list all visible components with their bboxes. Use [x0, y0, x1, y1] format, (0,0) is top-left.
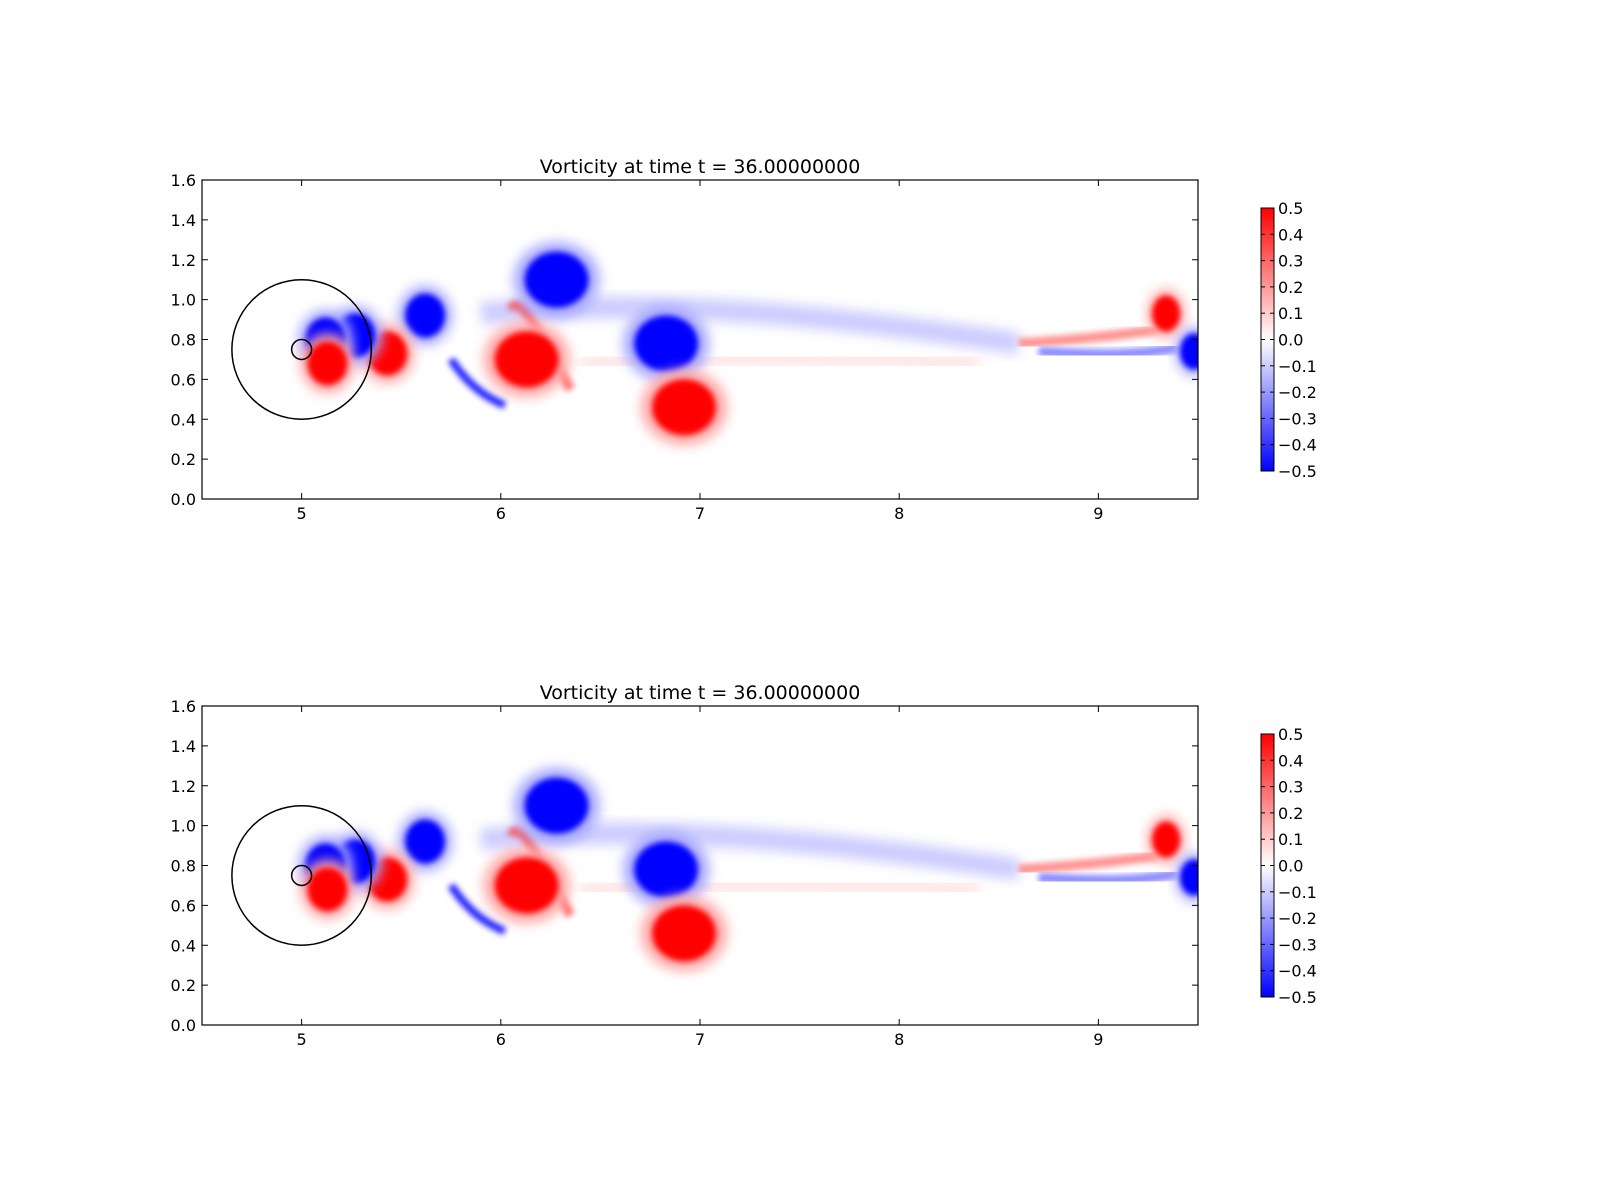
positive-vortex [1152, 295, 1181, 332]
positive-vortex [1152, 821, 1181, 858]
colorbar-tick-label: −0.2 [1278, 383, 1317, 402]
colorbar-tick-label: 0.4 [1278, 225, 1303, 244]
colorbar-tick-label: −0.1 [1278, 357, 1317, 376]
plot-title: Vorticity at time t = 36.00000000 [540, 156, 861, 178]
far-wake-negative-streak [1038, 342, 1180, 360]
negative-vortex [524, 777, 589, 834]
colorbar-tick-label: −0.5 [1278, 462, 1317, 481]
far-wake-positive-streak [1018, 850, 1159, 875]
y-tick-label: 1.2 [171, 251, 196, 270]
colorbar-tick-label: 0.2 [1278, 278, 1303, 297]
colorbar-tick-label: 0.5 [1278, 725, 1303, 744]
y-tick-label: 0.4 [171, 410, 196, 429]
y-tick-label: 0.4 [171, 936, 196, 955]
x-tick-label: 5 [297, 1030, 307, 1049]
negative-vortex [405, 819, 446, 864]
negative-vortex [634, 841, 699, 898]
colorbar-tick-label: −0.3 [1278, 409, 1317, 428]
positive-vortex [494, 857, 559, 914]
y-tick-label: 1.6 [171, 171, 196, 190]
colorbar-tick-label: 0.0 [1278, 857, 1303, 876]
far-wake-positive-streak [1018, 324, 1159, 349]
outer-circle [231, 804, 373, 946]
colorbar-tick-label: 0.1 [1278, 830, 1303, 849]
colorbar-tick-label: −0.2 [1278, 909, 1317, 928]
vorticity-field [231, 768, 1198, 971]
y-tick-label: 0.8 [171, 331, 196, 350]
colorbar-tick-label: −0.5 [1278, 988, 1317, 1007]
positive-vortex [307, 341, 348, 386]
x-tick-label: 8 [894, 504, 904, 523]
positive-vortex [307, 867, 348, 912]
y-tick-label: 1.6 [171, 697, 196, 716]
colorbar-tick-label: −0.4 [1278, 962, 1317, 981]
negative-vortex [524, 251, 589, 308]
y-tick-label: 0.0 [171, 1016, 196, 1035]
y-tick-label: 1.4 [171, 737, 196, 756]
cylinder-circle [290, 864, 313, 887]
negative-vortex [405, 293, 446, 338]
colorbar-tick-label: 0.3 [1278, 778, 1303, 797]
colorbar-tick-label: 0.4 [1278, 751, 1303, 770]
x-tick-label: 5 [297, 504, 307, 523]
x-tick-label: 8 [894, 1030, 904, 1049]
far-wake-negative-streak [1038, 868, 1180, 886]
y-tick-label: 1.4 [171, 211, 196, 230]
positive-vortex [652, 905, 716, 962]
cylinder-circle [290, 338, 313, 361]
colorbar-tick-label: 0.3 [1278, 252, 1303, 271]
colorbar-tick-label: −0.4 [1278, 436, 1317, 455]
y-tick-label: 0.2 [171, 450, 196, 469]
y-tick-label: 0.6 [171, 896, 196, 915]
y-tick-label: 0.0 [171, 490, 196, 509]
vorticity-panel-2: 5 6 7 8 9 0.0 0.2 0.4 0.6 0.8 1.0 1.2 1.4 1.6 Vorticit… [171, 682, 1317, 1049]
negative-vortex [1180, 333, 1198, 370]
vorticity-panel-1: 5 6 7 8 9 0.0 0.2 0.4 0.6 0.8 1.0 1.2 1.4 1.6 Vorticit… [171, 156, 1317, 523]
y-tick-label: 0.6 [171, 370, 196, 389]
positive-vortex [494, 331, 559, 388]
y-tick-label: 1.0 [171, 291, 196, 310]
x-tick-label: 7 [695, 504, 705, 523]
x-tick-label: 6 [496, 1030, 506, 1049]
negative-filament [447, 883, 507, 935]
y-tick-label: 1.2 [171, 777, 196, 796]
y-tick-label: 0.2 [171, 976, 196, 995]
plot-title: Vorticity at time t = 36.00000000 [540, 682, 861, 704]
x-tick-label: 6 [496, 504, 506, 523]
colorbar-tick-label: −0.3 [1278, 935, 1317, 954]
negative-vortex [1180, 859, 1198, 896]
negative-filament [447, 357, 507, 409]
x-tick-label: 7 [695, 1030, 705, 1049]
outer-circle [231, 278, 373, 420]
vorticity-field [231, 242, 1198, 445]
y-tick-label: 0.8 [171, 857, 196, 876]
positive-vortex [652, 379, 716, 436]
colorbar-tick-label: 0.5 [1278, 199, 1303, 218]
colorbar-tick-label: 0.1 [1278, 304, 1303, 323]
colorbar-tick-label: 0.0 [1278, 331, 1303, 350]
x-tick-label: 9 [1093, 504, 1103, 523]
colorbar-tick-label: 0.2 [1278, 804, 1303, 823]
y-tick-label: 1.0 [171, 817, 196, 836]
negative-vortex [634, 315, 699, 372]
x-tick-label: 9 [1093, 1030, 1103, 1049]
colorbar-tick-label: −0.1 [1278, 883, 1317, 902]
